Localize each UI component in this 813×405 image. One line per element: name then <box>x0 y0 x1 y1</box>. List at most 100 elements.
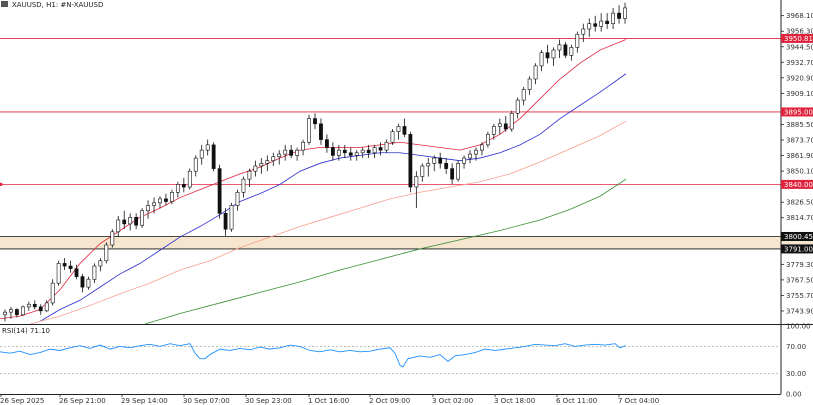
price-tick-label: 3826.50 <box>786 199 813 207</box>
candle-body <box>313 118 317 125</box>
candle-body <box>521 89 526 101</box>
candle-body <box>581 28 586 35</box>
time-tick-label: 29 Sep 14:00 <box>121 397 168 405</box>
candle <box>140 208 145 228</box>
rsi-axis-ticks: 100.00 70.00 30.00 0.00 <box>786 323 811 399</box>
candle-body <box>593 23 598 27</box>
price-tag-background <box>781 244 813 254</box>
candle-body <box>551 49 556 59</box>
candlesticks <box>3 2 627 322</box>
candle <box>50 279 55 306</box>
candle <box>569 44 574 61</box>
candle <box>360 147 365 159</box>
candle <box>474 147 478 161</box>
candle-body <box>515 99 520 114</box>
candle-body <box>342 149 347 154</box>
candle-body <box>414 176 419 188</box>
moving-average-1 <box>39 73 627 322</box>
candle-body <box>140 210 145 226</box>
candle-body <box>247 170 252 180</box>
candle-body <box>575 33 580 48</box>
candle <box>611 7 615 29</box>
price-tag: 3800.45 <box>781 231 813 241</box>
candle <box>283 144 288 161</box>
candle <box>3 309 7 322</box>
candle-body <box>86 278 91 288</box>
time-tick-label: 1 Oct 16:00 <box>308 397 349 405</box>
time-tick-label: 3 Oct 18:00 <box>494 397 535 405</box>
candle <box>468 150 472 164</box>
candle-body <box>187 170 192 188</box>
candle <box>98 258 103 272</box>
level-anchor-dot[interactable] <box>0 182 3 186</box>
candle-body <box>509 112 514 130</box>
candle-body <box>164 198 168 202</box>
candle-body <box>152 202 156 206</box>
candle <box>319 118 323 145</box>
candle-body <box>402 126 407 135</box>
price-tag-label: 3950.81 <box>784 35 813 43</box>
candle-body <box>432 157 437 164</box>
candle <box>420 163 425 182</box>
candle <box>557 39 562 58</box>
candle <box>265 155 270 172</box>
candle-body <box>38 306 43 312</box>
time-tick-label: 2 Oct 09:00 <box>369 397 410 405</box>
time-tick-label: 26 Sep 21:00 <box>59 397 106 405</box>
candle-body <box>9 309 13 313</box>
candle-body <box>587 23 592 30</box>
candle <box>301 139 305 156</box>
candle-body <box>480 144 484 151</box>
candle-body <box>205 144 210 151</box>
candle <box>587 18 592 37</box>
candle <box>485 131 490 148</box>
candle <box>408 131 413 193</box>
price-tick-label: 3861.90 <box>786 152 813 160</box>
candle-body <box>348 152 353 156</box>
time-tick-label: 30 Sep 23:00 <box>245 397 292 405</box>
price-tick-label: 3767.50 <box>786 276 813 284</box>
candle-body <box>175 184 180 193</box>
candle <box>426 158 431 177</box>
candle <box>289 144 294 159</box>
candle-body <box>408 134 413 188</box>
candle <box>336 144 341 161</box>
candle-body <box>265 160 270 164</box>
horizontal-levels[interactable] <box>0 38 813 186</box>
candle <box>205 139 210 156</box>
price-tick-label: 3755.70 <box>786 292 813 300</box>
candle-body <box>450 168 455 180</box>
candle-body <box>497 123 502 127</box>
rsi-tick-label: 30.00 <box>786 370 806 378</box>
candle-body <box>110 231 115 246</box>
candle <box>158 196 162 209</box>
candle-body <box>15 309 19 316</box>
candle <box>110 229 115 248</box>
price-tag-label: 3791.00 <box>784 245 813 253</box>
rsi-tick-label: 0.00 <box>786 391 802 399</box>
candle <box>348 147 353 161</box>
candle <box>32 300 37 310</box>
candle-body <box>223 213 228 230</box>
candle-body <box>229 205 234 230</box>
candle-body <box>158 198 162 204</box>
candle <box>15 308 19 318</box>
candle <box>444 158 449 174</box>
candle <box>175 181 180 198</box>
time-tick-label: 30 Sep 07:00 <box>183 397 230 405</box>
candle-body <box>545 52 550 59</box>
candle-body <box>396 126 401 133</box>
candle-body <box>74 268 79 277</box>
candle-body <box>193 157 198 172</box>
price-tick-label: 3920.90 <box>786 74 813 82</box>
candle <box>480 142 484 156</box>
candle <box>181 177 186 193</box>
time-axis-labels: 26 Sep 2025 26 Sep 21:00 29 Sep 14:00 30 Se… <box>0 394 659 405</box>
candle <box>396 123 401 140</box>
candle-body <box>378 147 383 151</box>
price-tick-label: 3873.70 <box>786 137 813 145</box>
candle-body <box>128 217 133 225</box>
candle <box>9 306 13 319</box>
